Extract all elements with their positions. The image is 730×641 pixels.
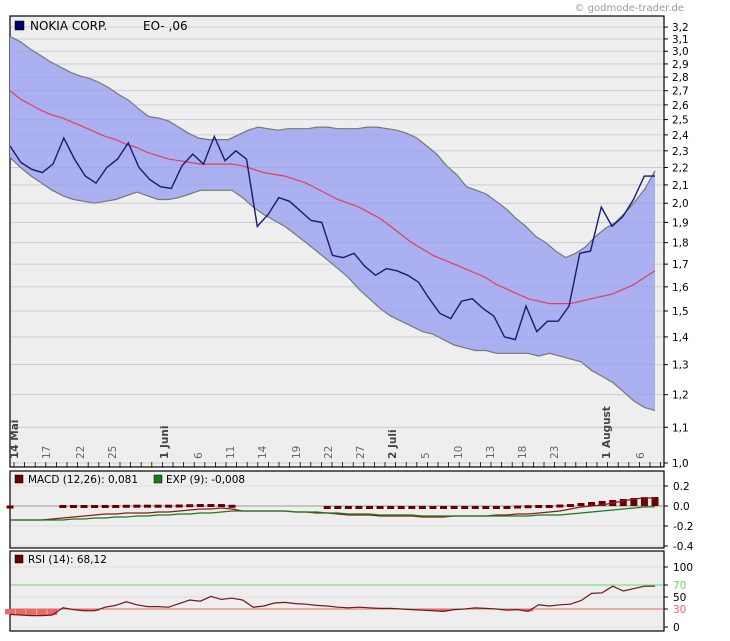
price-axis: 3,23,13,02,92,8 2,7 2,6 2,5 2,4 2,3 2,2 2,1 2,0 1… bbox=[664, 22, 689, 470]
date-tick-label: 23 bbox=[549, 446, 561, 459]
date-axis: 14 Mai 17 22 25 1 Juni 6 11 14 19 22 27 2 Juli 5 10 13… bbox=[9, 406, 661, 467]
moving-average-line bbox=[9, 90, 656, 305]
main-gridlines-overlay bbox=[11, 26, 663, 464]
date-tick-label: 1 August bbox=[601, 406, 613, 459]
bollinger-lower-line bbox=[9, 156, 656, 412]
rsi-tick-label: 0 bbox=[673, 622, 680, 634]
price-tick-label: 1,1 bbox=[672, 422, 689, 434]
price-tick-label: 2,4 bbox=[672, 130, 689, 142]
price-tick-label: 1,6 bbox=[672, 282, 689, 294]
price-tick-label: 3,2 bbox=[672, 22, 689, 34]
macd-tick-label: -0.2 bbox=[673, 521, 694, 533]
date-tick-label: 22 bbox=[323, 446, 335, 459]
price-tick-label: 1,4 bbox=[672, 332, 689, 344]
date-tick-label: 13 bbox=[485, 446, 497, 459]
price-tick-label: 1,9 bbox=[672, 217, 689, 229]
rsi-line bbox=[9, 585, 655, 617]
date-tick-label: 14 bbox=[257, 445, 269, 459]
macd-histogram bbox=[6, 497, 659, 509]
price-tick-label: 2,5 bbox=[672, 115, 689, 127]
date-tick-label: 17 bbox=[41, 446, 53, 459]
macd-panel: 0.2 0.0 -0.2 -0.4 MACD (12,26): 0,081 EXP (… bbox=[6, 470, 694, 553]
date-tick-label: 6 bbox=[635, 452, 647, 459]
main-price-panel: 3,23,13,02,92,8 2,7 2,6 2,5 2,4 2,3 2,2 2,1 2,0 1… bbox=[9, 15, 689, 470]
date-tick-label: 18 bbox=[517, 446, 529, 459]
macd-tick-label: 0.0 bbox=[673, 501, 690, 513]
macd-legend-swatch-icon bbox=[14, 474, 24, 484]
rsi-legend-swatch-icon bbox=[14, 554, 24, 564]
macd-tick-label: -0.4 bbox=[673, 541, 694, 553]
date-tick-label: 22 bbox=[75, 446, 87, 459]
price-tick-label: 2,0 bbox=[672, 198, 689, 210]
price-tick-label: 1,3 bbox=[672, 360, 689, 372]
macd-legend-label: MACD (12,26): 0,081 bbox=[28, 474, 138, 486]
price-line bbox=[9, 134, 655, 341]
date-tick-label: 11 bbox=[225, 446, 237, 459]
macd-axis: 0.2 0.0 -0.2 -0.4 bbox=[664, 481, 694, 553]
price-tick-label: 1,8 bbox=[672, 238, 689, 250]
price-tick-label: 2,8 bbox=[672, 72, 689, 84]
legend-swatch-icon bbox=[14, 20, 25, 31]
date-tick-label: 19 bbox=[291, 446, 303, 459]
date-tick-label: 1 Juni bbox=[159, 426, 171, 459]
price-tick-label: 1,5 bbox=[672, 306, 689, 318]
date-tick-label: 10 bbox=[453, 446, 465, 459]
rsi-tick-label: 50 bbox=[673, 592, 686, 604]
price-tick-label: 1,0 bbox=[672, 458, 689, 470]
legend-title: NOKIA CORP. bbox=[30, 19, 107, 33]
price-tick-label: 3,1 bbox=[672, 34, 689, 46]
date-tick-label: 6 bbox=[193, 452, 205, 459]
date-tick-label: 5 bbox=[420, 452, 432, 459]
price-tick-label: 2,6 bbox=[672, 100, 689, 112]
price-tick-label: 2,1 bbox=[672, 180, 689, 192]
price-tick-label: 2,9 bbox=[672, 59, 689, 71]
rsi-legend-label: RSI (14): 68,12 bbox=[28, 554, 107, 566]
rsi-gridlines bbox=[11, 566, 663, 628]
legend-symbol: EO- ,06 bbox=[143, 19, 188, 33]
rsi-tick-label: 100 bbox=[673, 562, 693, 574]
price-tick-label: 2,7 bbox=[672, 86, 689, 98]
date-tick-label: 14 Mai bbox=[9, 420, 21, 459]
date-tick-label: 25 bbox=[107, 446, 119, 459]
price-tick-label: 2,2 bbox=[672, 162, 689, 174]
exp-legend-swatch-icon bbox=[153, 474, 163, 484]
price-tick-label: 3,0 bbox=[672, 46, 689, 58]
price-tick-label: 1,7 bbox=[672, 259, 689, 271]
watermark: © godmode-trader.de bbox=[575, 3, 685, 14]
date-tick-label: 2 Juli bbox=[387, 429, 399, 459]
price-tick-label: 2,3 bbox=[672, 146, 689, 158]
rsi-tick-label: 30 bbox=[673, 604, 686, 616]
rsi-tick-label: 70 bbox=[673, 580, 686, 592]
price-tick-label: 1,2 bbox=[672, 390, 689, 402]
signal-line bbox=[10, 506, 656, 521]
date-tick-label: 27 bbox=[355, 446, 367, 459]
bollinger-upper-line bbox=[9, 35, 656, 259]
macd-tick-label: 0.2 bbox=[673, 481, 690, 493]
exp-legend-label: EXP (9): -0,008 bbox=[166, 474, 245, 486]
